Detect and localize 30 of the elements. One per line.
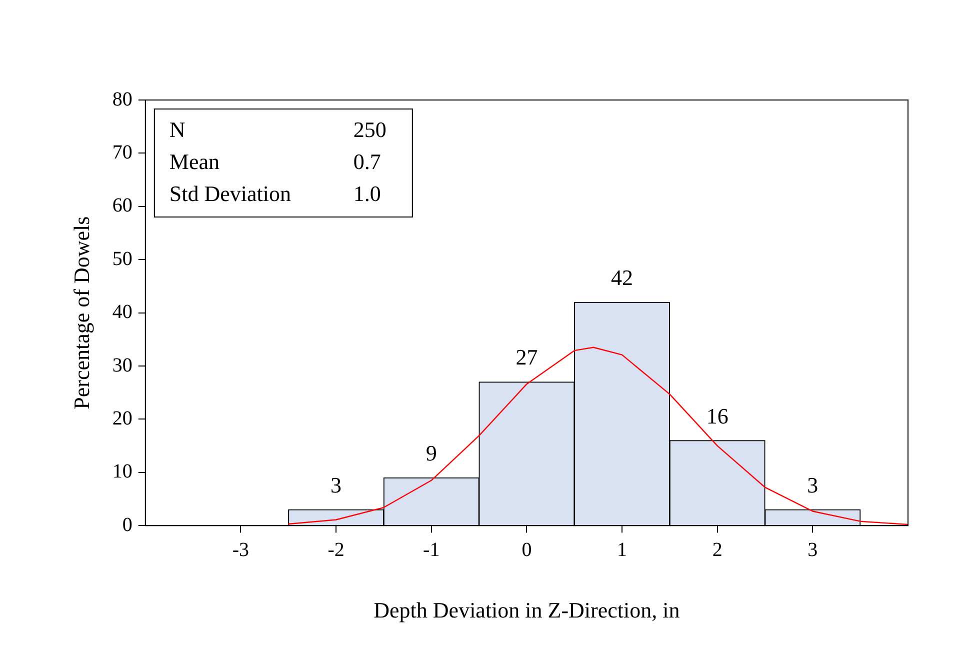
data-label: 16: [706, 403, 728, 428]
y-tick-label: 20: [112, 407, 132, 430]
x-tick-label: -2: [328, 538, 344, 561]
y-tick-label: 50: [112, 248, 132, 270]
y-tick-label: 70: [112, 141, 132, 164]
annotation: Std Deviation: [169, 180, 292, 206]
x-tick-label: 3: [808, 538, 818, 561]
x-tick-label: 2: [712, 538, 722, 561]
annotation: 250: [353, 116, 386, 142]
data-label: 9: [426, 440, 437, 466]
annotation: 1.0: [353, 180, 381, 206]
y-tick-label: 30: [112, 354, 132, 376]
y-tick-label: 60: [112, 194, 132, 217]
y-tick-label: 0: [122, 514, 132, 536]
x-tick-label: 0: [522, 538, 532, 561]
y-axis-title: Percentage of Dowels: [68, 216, 94, 410]
data-label: 27: [516, 344, 538, 370]
annotation: Mean: [169, 148, 220, 174]
y-tick-label: 40: [112, 301, 132, 324]
y-tick-label: 10: [112, 460, 132, 483]
data-label: 42: [611, 264, 634, 290]
y-tick-label: 80: [112, 88, 132, 110]
x-tick-label: -3: [232, 538, 250, 561]
data-label: 3: [807, 472, 818, 498]
annotation: N: [169, 116, 186, 142]
data-label: 3: [330, 472, 342, 498]
x-tick-label: -1: [423, 538, 440, 561]
x-axis-title: Depth Deviation in Z-Direction, in: [374, 598, 680, 623]
annotation: 0.7: [353, 148, 381, 174]
x-tick-label: 1: [617, 538, 628, 561]
